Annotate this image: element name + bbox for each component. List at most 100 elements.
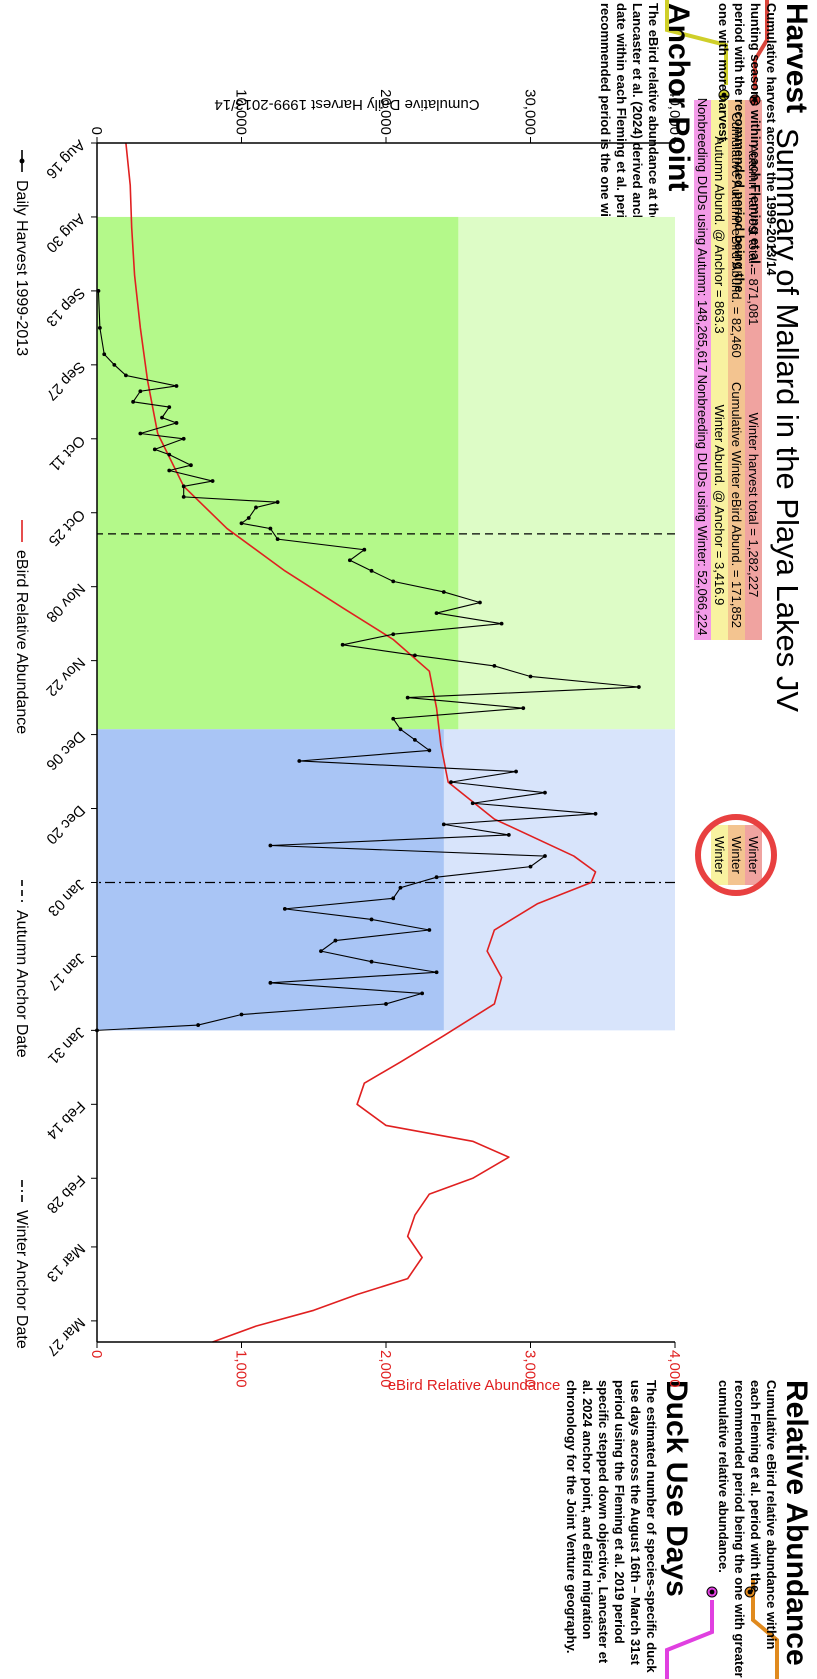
daily-harvest-point [514, 769, 518, 774]
daily-harvest-point [340, 642, 345, 647]
x-tick-label: Feb 14 [43, 1097, 88, 1142]
daily-harvest-point [152, 447, 157, 452]
daily-harvest-point [528, 864, 533, 869]
harvest-panel-body-line: Cumulative harvest across the 1999-2013/… [764, 3, 779, 276]
stats-row-background [745, 100, 762, 640]
daily-harvest-point [391, 632, 396, 637]
daily-harvest-point [167, 468, 172, 473]
daily-harvest-point [427, 928, 432, 932]
recommendation-background [745, 825, 762, 885]
dud-panel-body-line: chronology for the Joint Venture geograp… [564, 1380, 579, 1654]
x-tick-label: Dec 06 [43, 728, 89, 774]
recommendation-background [728, 825, 745, 885]
daily-harvest-point [492, 664, 497, 668]
daily-harvest-point [384, 1002, 388, 1006]
harvest-connector-dot [752, 97, 758, 103]
left-y-tick-label: 40,000 [666, 89, 683, 135]
autumn-stat: Nonbreeding DUDs using Autumn: 148,265,6… [695, 98, 710, 373]
stats-row-background [728, 100, 745, 640]
daily-harvest-point [427, 748, 432, 753]
anchor-connector [665, 0, 728, 85]
harvest-panel-body-line: hunting seasons within each Fleming et a… [748, 3, 763, 267]
right-y-tick-label: 0 [88, 1350, 105, 1358]
daily-harvest-point [210, 479, 215, 483]
daily-harvest-point [97, 325, 102, 330]
abundance-connector [751, 1578, 779, 1679]
autumn-stat: Autumn Abund. @ Anchor = 863.3 [712, 136, 727, 333]
daily-harvest-point [254, 505, 258, 510]
daily-harvest-point [347, 558, 352, 563]
daily-harvest-point [181, 494, 186, 499]
autumn-stat: Cumulative Autumn eBird Abund. = 82,460 [729, 112, 744, 357]
daily-harvest-point [398, 885, 403, 890]
legend-label: eBird Relative Abundance [13, 550, 30, 734]
recommendation-text: Winter [729, 836, 744, 874]
left-y-tick-label: 20,000 [377, 89, 394, 135]
daily-harvest-point [275, 537, 280, 542]
recommendation-text: Winter [712, 836, 727, 874]
harvest-panel-body-line: period with the recommended period being… [732, 3, 747, 293]
x-tick-label: Aug 16 [43, 136, 89, 182]
legend-label: Autumn Anchor Date [13, 910, 30, 1058]
daily-harvest-point [196, 1023, 201, 1027]
abundance-panel-body-line: cumulative relative abundance. [716, 1380, 731, 1573]
daily-harvest-point [528, 674, 533, 679]
daily-harvest-point [362, 547, 367, 552]
winter-stat: Cumulative Winter eBird Abund. = 171,852 [729, 382, 744, 628]
anchor-panel-body-line: date within each Fleming et al. period. … [614, 3, 629, 265]
anchor-panel-body-line: recommended period is the one with the [598, 3, 613, 252]
daily-harvest-point [441, 822, 446, 827]
x-tick-label: Nov 08 [43, 580, 89, 626]
daily-harvest-point [174, 421, 179, 425]
daily-harvest-point [593, 811, 598, 816]
daily-harvest-point [391, 896, 396, 901]
x-tick-label: Feb 28 [43, 1171, 88, 1216]
daily-harvest-point [434, 611, 439, 615]
harvest-panel-heading: Harvest [780, 3, 813, 113]
winter-stat: Winter Abund. @ Anchor = 3,416.9 [712, 405, 727, 606]
x-tick-label: Sep 27 [43, 358, 89, 404]
x-tick-label: Nov 22 [43, 654, 89, 700]
daily-harvest-point [102, 352, 107, 357]
daily-harvest-point [297, 759, 302, 763]
daily-harvest-point [138, 389, 143, 394]
daily-harvest-point [189, 463, 193, 468]
x-tick-label: Oct 25 [45, 506, 88, 549]
dud-panel-heading: Duck Use Days [660, 1380, 693, 1597]
abundance-panel-body-line: Cumulative eBird relative abundance with… [764, 1380, 779, 1650]
x-tick-label: Jan 03 [44, 876, 88, 920]
daily-harvest-point [369, 568, 374, 573]
right-y-tick-label: 4,000 [666, 1350, 683, 1388]
daily-harvest-point [405, 695, 410, 700]
daily-harvest-point [239, 1012, 244, 1017]
daily-harvest-point [268, 843, 273, 848]
daily-harvest-point [391, 716, 396, 721]
recommendation-highlight-circle [695, 814, 777, 896]
daily-harvest-point [441, 590, 446, 594]
dud-panel-body-line: al. 2024 anchor point, and eBird migrati… [580, 1380, 595, 1639]
stats-row-background [694, 100, 711, 640]
x-tick-label: Sep 13 [43, 284, 89, 330]
daily-harvest-point [521, 706, 526, 711]
daily-harvest-point [412, 653, 417, 658]
x-tick-label: Mar 13 [43, 1240, 88, 1285]
dud-connector-dot [709, 1589, 715, 1595]
left-y-tick-label: 0 [88, 127, 105, 135]
daily-harvest-point [138, 431, 143, 436]
autumn-stat: Autumn harvest total = 871,081 [746, 144, 761, 325]
recommendation-background [711, 825, 728, 885]
daily-harvest-point [391, 579, 396, 584]
right-y-tick-label: 2,000 [377, 1350, 394, 1388]
daily-harvest-point [124, 373, 128, 378]
anchor-panel-heading: Anchor Point [662, 3, 695, 191]
x-tick-label: Aug 30 [43, 210, 89, 256]
left-y-axis-title: Cumulative Daily Harvest 1999-2013/14 [214, 96, 479, 113]
dud-panel-body-line: use days across the August 16th – March … [628, 1380, 643, 1666]
daily-harvest-point [470, 801, 475, 806]
daily-harvest-point [543, 854, 547, 858]
dud-panel-body-line: period using the Fleming et al. 2019 per… [612, 1380, 627, 1644]
abundance-panel-body-line: each Fleming et al. period with the [748, 1380, 763, 1592]
harvest-panel-body-line: one with more harvest. [716, 3, 731, 145]
daily-harvest-point [167, 452, 172, 457]
anchor-panel-body-line: The eBird relative abundance at the [646, 3, 661, 223]
